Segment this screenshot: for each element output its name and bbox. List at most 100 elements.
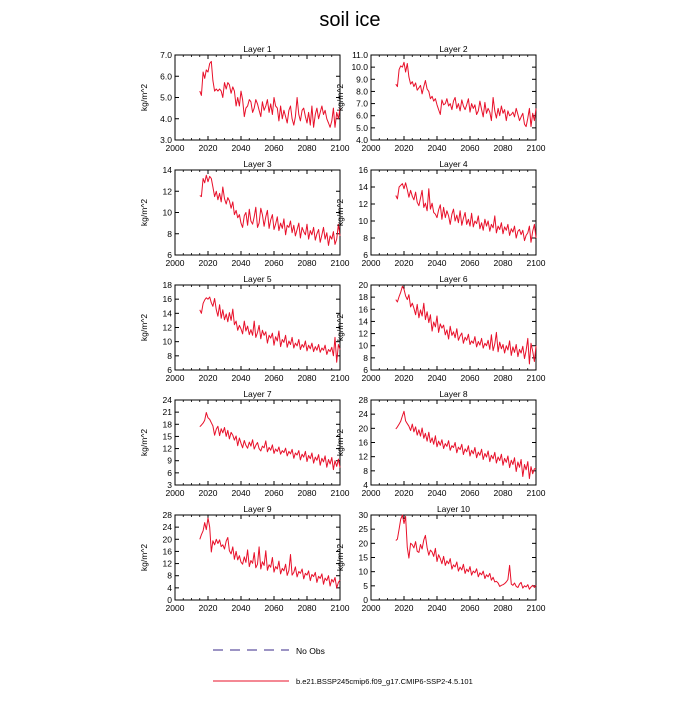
x-tick-label: 2000 [362, 258, 381, 268]
x-tick-label: 2000 [166, 258, 185, 268]
panel-layer-4: Layer 4 2000 2020 2040 2060 2080 2100 6 8 10 12 14 1… [335, 159, 546, 268]
x-tick-label: 2060 [461, 258, 480, 268]
y-tick-label: 14 [163, 165, 173, 175]
y-tick-label: 15 [163, 431, 173, 441]
x-tick-label: 2000 [166, 143, 185, 153]
y-tick-label: 9.0 [356, 74, 368, 84]
y-axis-label: kg/m^2 [139, 199, 149, 226]
x-tick-label: 2100 [331, 143, 350, 153]
x-tick-label: 2000 [362, 373, 381, 383]
panel-layer-6: Layer 6 2000 2020 2040 2060 2080 2100 6 8 10 12 14 1… [335, 274, 546, 383]
y-tick-label: 8 [167, 229, 172, 239]
panel-frame [370, 514, 537, 601]
x-tick-label: 2020 [395, 258, 414, 268]
y-tick-label: 16 [359, 304, 369, 314]
y-tick-label: 6 [363, 250, 368, 260]
series-line-layer-10 [395, 514, 537, 590]
y-tick-label: 12 [359, 199, 369, 209]
y-tick-label: 4 [363, 480, 368, 490]
panel-title: Layer 7 [243, 389, 272, 399]
y-tick-label: 14 [359, 316, 369, 326]
y-tick-label: 16 [359, 438, 369, 448]
y-tick-label: 20 [359, 280, 369, 290]
y-tick-label: 6 [167, 365, 172, 375]
series-line-layer-4 [395, 182, 537, 243]
x-tick-label: 2020 [199, 488, 218, 498]
x-tick-label: 2100 [331, 373, 350, 383]
x-tick-label: 2000 [362, 143, 381, 153]
x-tick-label: 2040 [428, 143, 447, 153]
y-tick-label: 12 [359, 452, 369, 462]
panel-layer-10: Layer 10 2000 2020 2040 2060 2080 2100 0 5 10 15 20… [335, 504, 546, 613]
x-tick-label: 2060 [461, 488, 480, 498]
y-tick-label: 10 [163, 208, 173, 218]
x-tick-label: 2040 [428, 373, 447, 383]
y-tick-label: 20 [163, 534, 173, 544]
x-tick-label: 2060 [461, 603, 480, 613]
series-line-layer-9 [199, 517, 341, 589]
panel-title: Layer 5 [243, 274, 272, 284]
panel-layer-2: Layer 2 2000 2020 2040 2060 2080 2100 4.0 5.0 6.0… [335, 44, 546, 153]
x-tick-label: 2040 [428, 488, 447, 498]
x-tick-label: 2060 [265, 603, 284, 613]
y-tick-label: 4.0 [160, 114, 172, 124]
y-tick-label: 5 [363, 581, 368, 591]
series-line-layer-3 [199, 174, 341, 246]
x-tick-label: 2020 [199, 258, 218, 268]
y-tick-label: 8 [363, 233, 368, 243]
panel-frame [370, 54, 537, 141]
y-tick-label: 10.0 [351, 62, 368, 72]
y-tick-label: 6.0 [160, 71, 172, 81]
y-tick-label: 8 [363, 353, 368, 363]
y-tick-label: 5.0 [160, 93, 172, 103]
panel-frame [174, 169, 341, 256]
x-tick-label: 2080 [494, 603, 513, 613]
y-tick-label: 3 [167, 480, 172, 490]
x-tick-label: 2040 [232, 603, 251, 613]
x-tick-label: 2040 [232, 373, 251, 383]
y-tick-label: 7.0 [160, 50, 172, 60]
y-tick-label: 12 [163, 444, 173, 454]
x-tick-label: 2100 [527, 258, 546, 268]
series-line-layer-7 [199, 412, 341, 471]
y-tick-label: 18 [359, 292, 369, 302]
y-axis-label: kg/m^2 [335, 429, 345, 456]
series-line-layer-1 [199, 60, 341, 128]
x-tick-label: 2020 [395, 488, 414, 498]
x-tick-label: 2020 [199, 603, 218, 613]
x-tick-label: 2100 [527, 373, 546, 383]
x-tick-label: 2100 [331, 603, 350, 613]
panel-title: Layer 8 [439, 389, 468, 399]
y-tick-label: 5.0 [356, 123, 368, 133]
y-tick-label: 24 [163, 395, 173, 405]
series-line-layer-6 [395, 285, 537, 365]
panel-layer-7: Layer 7 2000 2020 2040 2060 2080 2100 3 6 9 12 15 18… [139, 389, 350, 498]
y-tick-label: 12 [359, 329, 369, 339]
figure-title: soil ice [319, 9, 381, 31]
panel-frame [174, 284, 341, 371]
x-tick-label: 2060 [461, 373, 480, 383]
y-tick-label: 0 [167, 595, 172, 605]
y-tick-label: 0 [363, 595, 368, 605]
x-tick-label: 2040 [428, 258, 447, 268]
y-tick-label: 8 [363, 466, 368, 476]
panel-title: Layer 2 [439, 44, 468, 54]
x-tick-label: 2060 [265, 488, 284, 498]
panel-title: Layer 6 [439, 274, 468, 284]
y-axis-label: kg/m^2 [139, 314, 149, 341]
y-tick-label: 20 [359, 538, 369, 548]
x-tick-label: 2020 [395, 143, 414, 153]
y-tick-label: 18 [163, 419, 173, 429]
y-tick-label: 16 [163, 546, 173, 556]
x-tick-label: 2020 [199, 373, 218, 383]
y-tick-label: 28 [359, 395, 369, 405]
y-tick-label: 14 [359, 182, 369, 192]
y-tick-label: 3.0 [160, 135, 172, 145]
panel-layer-9: Layer 9 2000 2020 2040 2060 2080 2100 0 4 8 12 16 20… [139, 504, 350, 613]
x-tick-label: 2040 [232, 143, 251, 153]
y-tick-label: 18 [163, 280, 173, 290]
x-tick-label: 2060 [265, 143, 284, 153]
y-tick-label: 8 [167, 351, 172, 361]
y-tick-label: 10 [163, 337, 173, 347]
y-tick-label: 8.0 [356, 86, 368, 96]
